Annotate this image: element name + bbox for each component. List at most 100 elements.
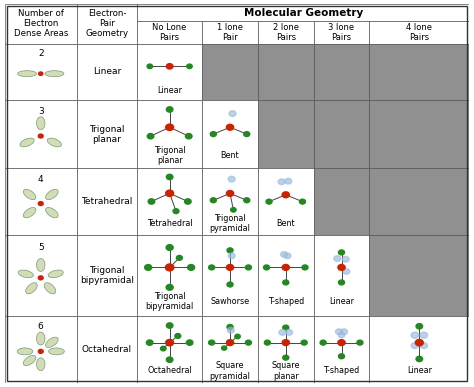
Circle shape [282,192,290,198]
Circle shape [229,111,236,116]
Circle shape [145,265,152,270]
Bar [202,168,258,235]
Ellipse shape [23,355,36,366]
Circle shape [227,282,233,287]
Ellipse shape [23,207,36,218]
Circle shape [166,357,173,362]
Bar [369,168,469,235]
Circle shape [166,284,173,290]
Circle shape [166,174,173,180]
Text: Linear: Linear [407,366,432,375]
Text: Bent: Bent [221,151,239,160]
Text: 3: 3 [38,107,44,116]
Bar [137,235,202,316]
Bar [77,100,137,168]
Ellipse shape [46,189,58,200]
Ellipse shape [36,332,45,345]
Circle shape [166,245,173,250]
Bar [137,100,202,168]
Circle shape [338,332,345,338]
Circle shape [357,340,363,345]
Circle shape [301,340,307,345]
Circle shape [188,265,195,270]
Ellipse shape [49,348,64,355]
Circle shape [286,330,292,335]
Circle shape [161,346,166,351]
Circle shape [227,324,233,329]
Circle shape [39,72,43,75]
Text: Trigonal
planar: Trigonal planar [154,146,185,165]
Text: Molecular Geometry: Molecular Geometry [244,8,363,18]
Bar [77,44,137,100]
Bar [5,235,77,316]
Text: Linear: Linear [157,86,182,94]
Circle shape [38,276,43,280]
Circle shape [227,190,234,196]
Circle shape [227,264,234,271]
Bar [258,21,314,44]
Circle shape [415,339,423,346]
Circle shape [173,209,179,214]
Circle shape [282,264,290,271]
Bar [137,316,202,383]
Circle shape [336,329,343,334]
Bar [314,44,369,100]
Text: T-shaped: T-shaped [268,297,304,306]
Circle shape [300,199,306,204]
Bar [369,21,469,44]
Bar [5,4,77,44]
Circle shape [338,340,345,346]
Ellipse shape [36,358,45,371]
Circle shape [246,340,251,345]
Bar [258,316,314,383]
Circle shape [320,340,326,345]
Circle shape [264,265,270,270]
Circle shape [148,199,155,204]
Text: 5: 5 [38,243,44,252]
Text: Trigonal
bipyramidal: Trigonal bipyramidal [80,266,134,285]
Circle shape [222,346,227,350]
Text: Linear: Linear [329,297,354,306]
Circle shape [279,330,286,335]
Text: 2: 2 [38,50,44,58]
Ellipse shape [20,138,34,147]
Circle shape [38,202,43,205]
Bar [258,100,314,168]
Text: Octahedral: Octahedral [82,345,132,354]
Circle shape [176,255,182,260]
Circle shape [147,64,153,68]
Circle shape [343,269,350,274]
Circle shape [175,334,181,338]
Circle shape [146,340,153,345]
Bar [5,316,77,383]
Circle shape [244,132,250,137]
Text: Square
planar: Square planar [272,361,300,380]
Circle shape [278,179,285,185]
Circle shape [411,342,419,349]
Circle shape [338,354,345,359]
Bar [77,168,137,235]
Ellipse shape [45,71,64,77]
Text: 6: 6 [38,322,44,331]
Bar [202,235,258,316]
Bar [137,44,202,100]
Bar [137,21,202,44]
Circle shape [420,342,428,349]
Circle shape [342,257,349,262]
Bar [369,44,469,100]
Bar [202,21,258,44]
Circle shape [184,199,191,204]
Bar [137,168,202,235]
Circle shape [227,340,234,346]
Text: Bent: Bent [276,219,295,228]
Ellipse shape [17,348,33,355]
Text: Number of
Electron
Dense Areas: Number of Electron Dense Areas [14,9,68,38]
Bar [314,100,369,168]
Text: Sawhorse: Sawhorse [210,297,250,306]
Bar [202,100,258,168]
Circle shape [210,198,216,203]
Circle shape [227,124,234,130]
Ellipse shape [18,270,33,278]
Ellipse shape [48,270,64,278]
Text: Trigonal
planar: Trigonal planar [89,125,125,144]
